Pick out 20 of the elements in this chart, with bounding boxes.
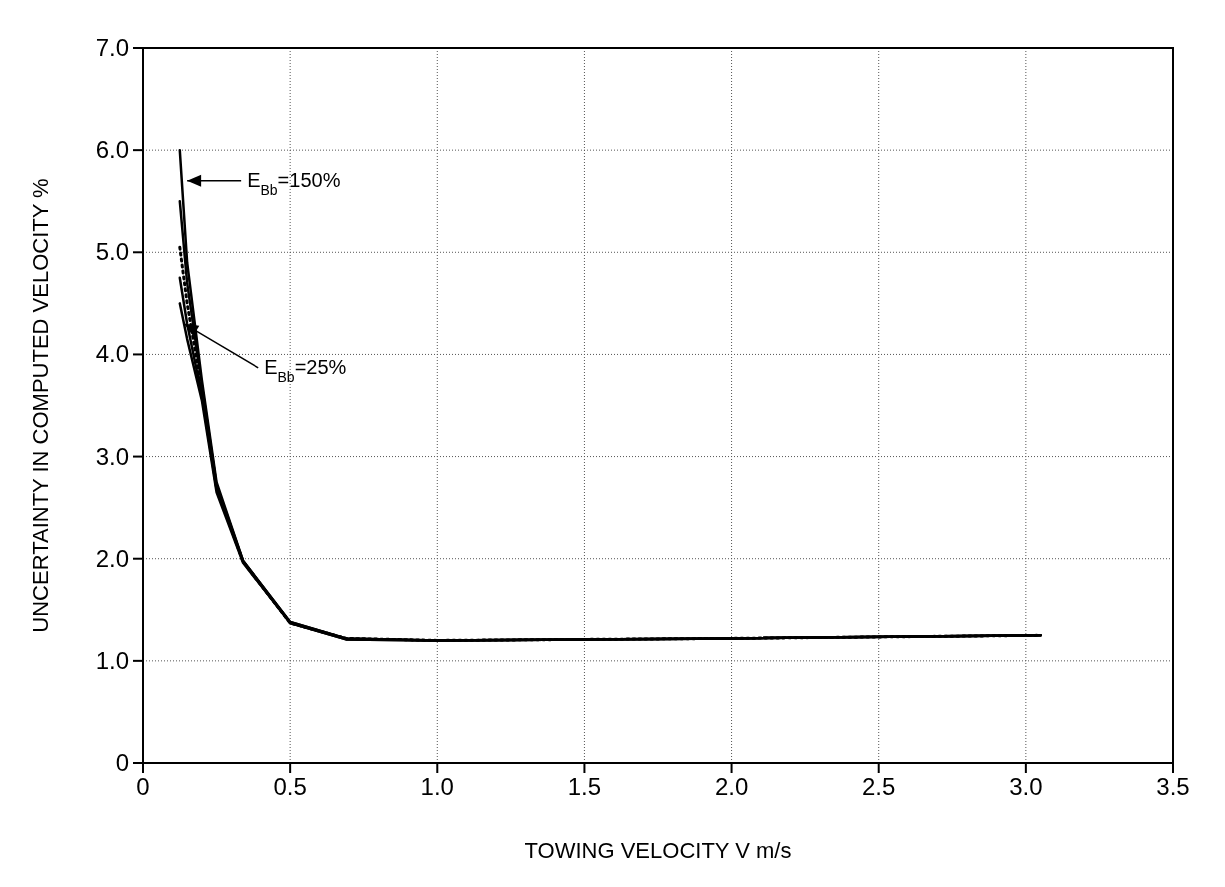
annotation: E$_{Bb}$=150% [247, 168, 341, 198]
y-tick-label: 6.0 [95, 136, 129, 164]
y-axis-title: UNCERTAINTY IN COMPUTED VELOCITY % [28, 178, 53, 633]
x-tick-label: 2.0 [714, 773, 749, 800]
y-tick-label: 7.0 [95, 34, 129, 61]
y-tick-label: 2.0 [95, 544, 129, 572]
x-tick-label: 2.5 [862, 773, 896, 800]
y-tick-label: 5.0 [95, 238, 129, 266]
y-tick-label: 4.0 [95, 340, 129, 368]
x-tick-label: 0 [136, 773, 150, 800]
x-tick-label: 3.5 [1156, 773, 1190, 800]
x-tick-label: 1.5 [567, 773, 602, 800]
x-tick-label: 1.0 [420, 773, 454, 800]
y-tick-label: 3.0 [95, 442, 129, 470]
y-tick-label: 0 [115, 749, 129, 776]
x-axis-title: TOWING VELOCITY V m/s [524, 838, 792, 863]
x-tick-label: 0.5 [273, 773, 307, 800]
y-tick-label: 1.0 [95, 646, 129, 674]
x-tick-label: 3.0 [1009, 773, 1043, 800]
annotation: E$_{Bb}$=25% [264, 355, 347, 385]
